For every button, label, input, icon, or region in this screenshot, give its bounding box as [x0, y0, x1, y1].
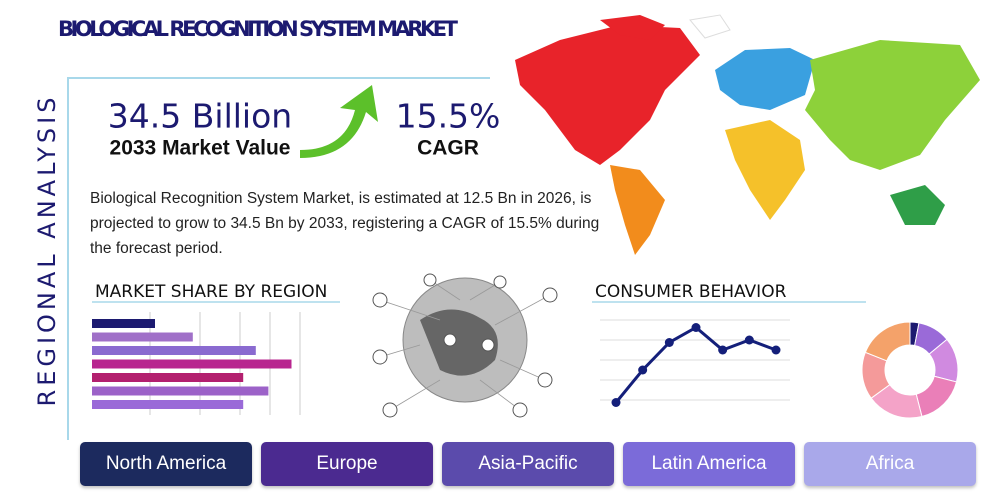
cagr-caption: CAGR [417, 137, 479, 160]
market-value-caption: 2033 Market Value [110, 137, 291, 160]
bar [92, 400, 244, 409]
bar [92, 359, 292, 369]
market-value: 34.5 Billion [108, 97, 292, 136]
growth-arrow [300, 85, 378, 158]
region-button[interactable]: North America [80, 442, 252, 486]
region-button[interactable]: Europe [261, 442, 433, 486]
bar [92, 346, 256, 355]
region-button[interactable]: Latin America [623, 442, 795, 486]
side-label: REGIONAL ANALYSIS [33, 94, 61, 407]
region-button[interactable]: Africa [804, 442, 976, 486]
donut-segment [915, 375, 958, 418]
frame [67, 77, 490, 440]
point [744, 335, 754, 345]
bar [92, 319, 155, 328]
bar [92, 332, 193, 342]
market-share-title: MARKET SHARE BY REGION [95, 282, 327, 302]
point [691, 323, 701, 332]
point [664, 338, 674, 347]
world-map [515, 14, 980, 255]
region-button[interactable]: Asia-Pacific [442, 442, 614, 486]
point [771, 345, 781, 355]
point [638, 365, 648, 375]
consumer-behavior-title: CONSUMER BEHAVIOR [595, 282, 787, 302]
title: BIOLOGICAL RECOGNITION SYSTEM MARKET [58, 17, 459, 41]
bar [92, 373, 244, 382]
bar [92, 386, 269, 396]
description: Biological Recognition System Market, is… [90, 190, 600, 257]
donut-segment [864, 321, 911, 362]
globe-network [372, 273, 558, 418]
point [611, 398, 621, 407]
cagr: 15.5% [396, 97, 501, 136]
point [718, 345, 728, 355]
